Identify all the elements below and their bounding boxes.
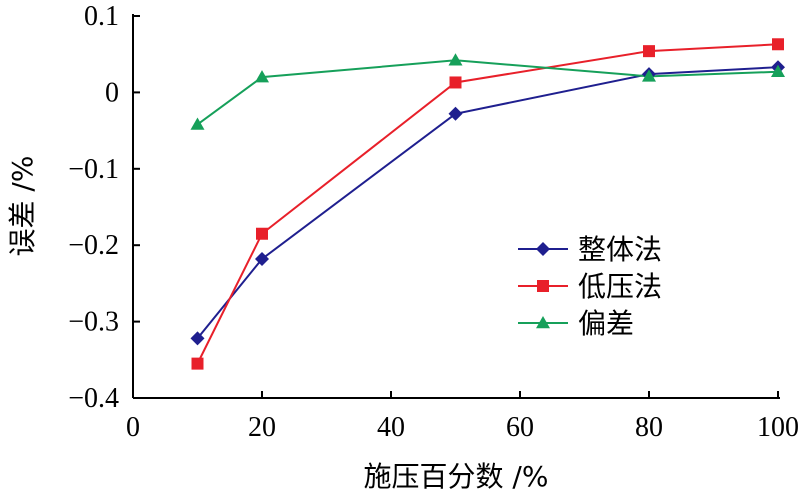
y-tick-label: 0.1 <box>84 1 119 32</box>
data-point-series-1 <box>255 251 269 266</box>
data-point-series-2 <box>256 227 268 240</box>
legend-label: 低压法 <box>578 270 662 303</box>
data-point-series-1 <box>448 106 463 121</box>
data-point-series-2 <box>772 38 784 51</box>
data-point-series-1 <box>190 331 205 346</box>
x-tick-label: 100 <box>757 412 799 443</box>
ticks: 0 20 40 60 80 100 −0.4 −0.3 −0.2 −0.1 0 0.1 <box>68 1 799 443</box>
series-markers <box>190 38 785 370</box>
y-tick-label: −0.2 <box>68 230 119 261</box>
data-point-series-3 <box>190 117 205 130</box>
y-tick-label: −0.1 <box>68 154 119 185</box>
y-tick-label: 0 <box>105 77 119 108</box>
x-tick-label: 0 <box>126 412 140 443</box>
x-tick-label: 40 <box>377 412 405 443</box>
data-point-series-2 <box>191 357 204 370</box>
x-tick-label: 60 <box>506 412 534 443</box>
legend-marker <box>536 242 550 256</box>
legend-label: 整体法 <box>578 233 662 266</box>
data-point-series-2 <box>449 76 462 89</box>
x-tick-label: 20 <box>248 412 276 443</box>
series-line-1 <box>196 66 779 340</box>
y-tick-label: −0.4 <box>68 383 119 414</box>
x-tick-label: 80 <box>635 412 663 443</box>
data-point-series-3 <box>255 70 269 83</box>
data-point-series-3 <box>642 69 656 82</box>
legend-label: 偏差 <box>578 307 634 340</box>
data-point-series-3 <box>771 64 785 78</box>
data-point-series-3 <box>448 53 463 66</box>
data-point-series-2 <box>643 45 655 58</box>
series-lines <box>196 43 779 365</box>
axes <box>132 14 780 399</box>
legend-marker <box>537 280 549 292</box>
x-axis-title: 施压百分数 /% <box>364 460 549 493</box>
y-tick-label: −0.3 <box>68 307 119 338</box>
legend-marker <box>536 316 550 329</box>
series-line-2 <box>196 43 779 365</box>
y-axis-title: 误差 /% <box>6 156 39 257</box>
series-line-3 <box>196 59 779 126</box>
